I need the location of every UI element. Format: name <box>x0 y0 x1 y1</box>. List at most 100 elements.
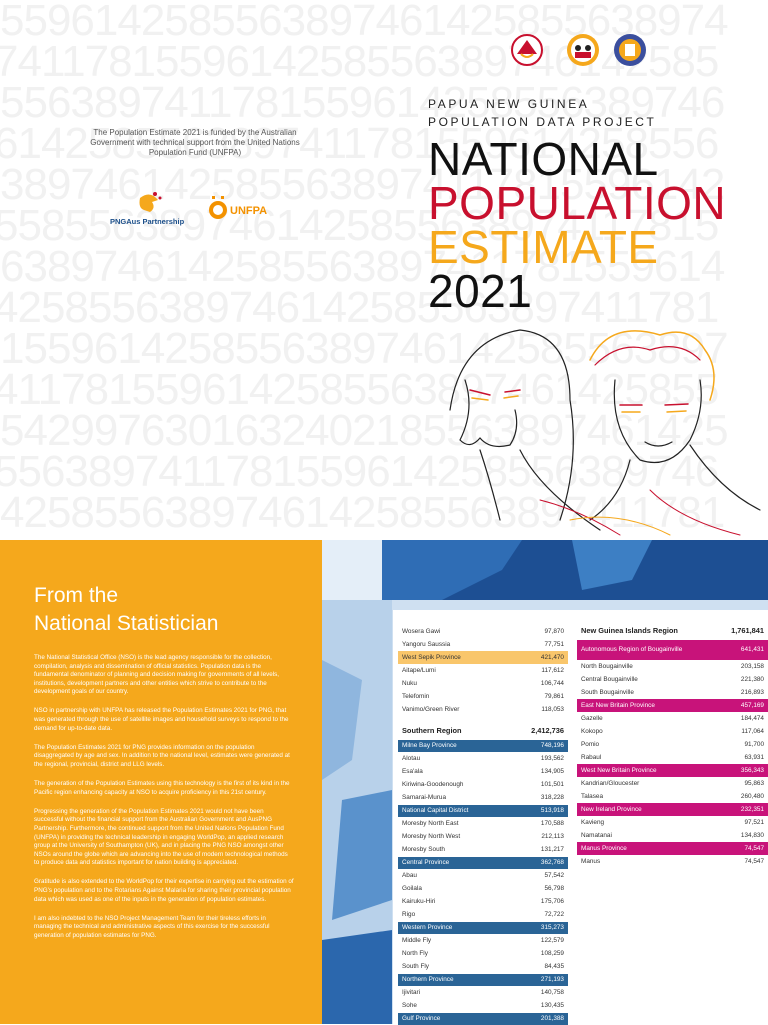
row-label: Manus <box>581 857 601 865</box>
row-value: 106,744 <box>540 679 564 687</box>
digit-row: 4117815596142585563897461425855 <box>0 365 719 414</box>
digit-row: 5596142585563897461425855638974 <box>0 0 729 45</box>
digit-row: 5429976301632402185563897461425 <box>0 406 729 455</box>
table-row: Sohe 130,435 <box>398 1000 568 1013</box>
row-value: 170,588 <box>540 820 564 828</box>
row-label: Sohe <box>402 1002 417 1010</box>
table-row: Rigo 72,722 <box>398 909 568 922</box>
table-row: Vanimo/Green River 118,053 <box>398 703 568 716</box>
table-row: South Bougainville 216,893 <box>577 686 768 699</box>
row-label: Kiriwina-Goodenough <box>402 781 464 789</box>
row-value: 101,501 <box>540 781 564 789</box>
row-label: Namatanai <box>581 831 612 839</box>
table-row: Southern Region 2,412,736 <box>398 724 568 737</box>
row-label: National Capital District <box>402 807 469 815</box>
table-row: Samarai-Murua 318,228 <box>398 792 568 805</box>
row-value: 57,542 <box>544 872 564 880</box>
table-row: Gulf Province 201,388 <box>398 1012 568 1025</box>
paragraph: I am also indebted to the NSO Project Ma… <box>34 914 270 939</box>
row-label: East New Britain Province <box>581 701 655 709</box>
table-row: Milne Bay Province 748,196 <box>398 739 568 753</box>
row-label: Central Bougainville <box>581 675 638 683</box>
heading-line: National Statistician <box>34 612 219 635</box>
table-row: North Bougainville 203,158 <box>577 660 768 673</box>
row-value: 221,380 <box>740 675 764 683</box>
row-label: Milne Bay Province <box>402 742 457 750</box>
digit-row: 5563897411781559614258556389746 <box>0 447 719 496</box>
paragraph: The Population Estimates 2021 for PNG pr… <box>34 743 290 768</box>
row-label: Central Province <box>402 859 450 867</box>
table-row: Telefomin 79,861 <box>398 690 568 703</box>
row-value: 84,435 <box>544 963 564 971</box>
row-label: Rabaul <box>581 753 602 761</box>
table-row: Central Bougainville 221,380 <box>577 673 768 686</box>
paragraph: Gratitude is also extended to the WorldP… <box>34 878 294 903</box>
row-label: Kandrian/Gloucester <box>581 779 640 787</box>
row-label: West Sepik Province <box>402 653 461 661</box>
row-value: 212,113 <box>541 833 564 841</box>
row-value: 122,579 <box>540 937 564 945</box>
row-label: Abau <box>402 872 417 880</box>
table-row: Aitape/Lumi 117,612 <box>398 664 568 677</box>
row-value: 201,388 <box>540 1015 564 1023</box>
project-line: POPULATION DATA PROJECT <box>428 115 657 129</box>
row-label: Vanimo/Green River <box>402 705 460 713</box>
row-value: 193,562 <box>540 755 564 763</box>
table-row: New Guinea Islands Region 1,761,841 <box>577 624 768 637</box>
row-label: Wosera Gawi <box>402 627 441 635</box>
row-value: 184,474 <box>740 714 764 722</box>
row-value: 74,547 <box>744 844 764 852</box>
row-label: Yangoru Saussia <box>402 640 451 648</box>
table-row: North Fly 108,259 <box>398 948 568 961</box>
row-label: Kavieng <box>581 818 605 826</box>
row-value: 95,863 <box>744 779 764 787</box>
table-row: Kairuku-Hiri 175,706 <box>398 896 568 909</box>
table-row: Kandrian/Gloucester 95,863 <box>577 777 768 790</box>
row-value: 130,435 <box>540 1002 564 1010</box>
digit-row: 1559614258556389746142585563897 <box>0 324 729 373</box>
row-label: Western Province <box>402 924 453 932</box>
row-label: Kairuku-Hiri <box>402 898 436 906</box>
row-value: 79,861 <box>544 692 564 700</box>
table-row: Namatanai 134,830 <box>577 829 768 842</box>
heading-line: From the <box>34 584 119 607</box>
row-label: Northern Province <box>402 976 454 984</box>
table-row: Manus Province 74,547 <box>577 842 768 855</box>
row-value: 203,158 <box>740 662 764 670</box>
row-value: 175,706 <box>540 898 564 906</box>
table-row: Abau 57,542 <box>398 870 568 883</box>
agency-logos <box>511 34 646 66</box>
table-row: Nuku 106,744 <box>398 677 568 690</box>
table-row: Goilala 56,798 <box>398 883 568 896</box>
digit-row: 5585563897461425855638974117815 <box>0 201 719 250</box>
row-label: Autonomous Region of Bougainville <box>581 646 683 654</box>
title: POPULATION <box>428 177 727 229</box>
section-heading: From the National Statistician <box>34 582 218 638</box>
title: ESTIMATE <box>428 221 659 273</box>
table-row: Talasea 260,480 <box>577 790 768 803</box>
table-row: Pomio 91,700 <box>577 738 768 751</box>
row-value: 513,918 <box>540 807 564 815</box>
row-label: South Bougainville <box>581 688 634 696</box>
row-label: Telefomin <box>402 692 430 700</box>
row-value: 56,798 <box>544 885 564 893</box>
statistician-panel <box>0 540 322 1024</box>
partner-logo-text: PNGAus Partnership <box>110 217 185 226</box>
digit-row: 6389746142585563897411781559614 <box>0 242 725 291</box>
digit-row: 4258556389746142585563897411781 <box>0 488 725 537</box>
row-value: 77,751 <box>544 640 564 648</box>
row-value: 117,612 <box>541 666 564 674</box>
row-label: South Fly <box>402 963 429 971</box>
table-row: Moresby North West 212,113 <box>398 831 568 844</box>
digit-row: 4258556389746142585563897411781 <box>0 283 719 332</box>
project-line: PAPUA NEW GUINEA <box>428 97 590 111</box>
row-label: Gulf Province <box>402 1015 441 1023</box>
table-row: Ijivitari 140,758 <box>398 987 568 1000</box>
table-row: West New Britain Province 356,343 <box>577 764 768 777</box>
title: NATIONAL <box>428 133 659 185</box>
row-label: Southern Region <box>402 725 462 735</box>
row-label: North Bougainville <box>581 662 633 670</box>
table-row: National Capital District 513,918 <box>398 804 568 818</box>
row-label: New Guinea Islands Region <box>581 625 678 635</box>
row-value: 97,521 <box>744 818 764 826</box>
